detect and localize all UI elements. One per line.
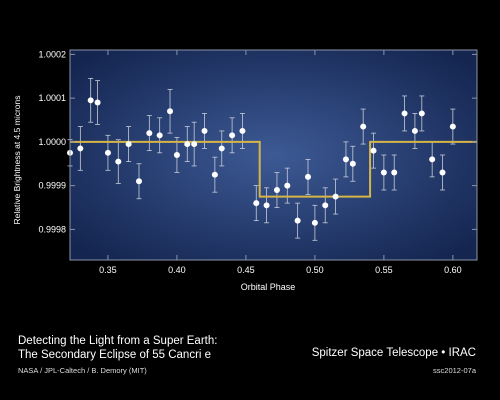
data-point bbox=[253, 200, 260, 207]
data-point bbox=[173, 152, 180, 158]
data-point bbox=[342, 156, 349, 163]
x-axis-label: Orbital Phase bbox=[241, 282, 296, 292]
data-point bbox=[104, 149, 111, 156]
data-point bbox=[284, 182, 291, 189]
data-point bbox=[94, 99, 101, 106]
data-point bbox=[418, 110, 425, 117]
data-point bbox=[411, 127, 418, 134]
data-point bbox=[146, 130, 153, 137]
data-point bbox=[401, 110, 408, 117]
data-point bbox=[156, 132, 163, 139]
data-point bbox=[229, 132, 236, 139]
data-point bbox=[167, 108, 174, 115]
data-point bbox=[218, 145, 225, 152]
caption-credit: NASA / JPL-Caltech / B. Demory (MIT) bbox=[18, 366, 147, 375]
y-tick-label: 1.0001 bbox=[38, 93, 66, 103]
data-point bbox=[449, 123, 456, 130]
x-tick-label: 0.50 bbox=[306, 265, 324, 275]
caption-title-line1: Detecting the Light from a Super Earth: bbox=[18, 335, 218, 347]
data-point bbox=[184, 141, 191, 148]
data-point bbox=[263, 202, 270, 209]
caption-image-code: ssc2012-07a bbox=[433, 366, 476, 375]
model-line bbox=[70, 140, 477, 198]
y-tick-label: 0.9998 bbox=[38, 224, 66, 234]
data-point bbox=[380, 169, 387, 176]
plot-frame bbox=[69, 49, 478, 261]
plot-area bbox=[70, 50, 477, 260]
y-tick-label: 1.0002 bbox=[38, 49, 66, 59]
data-point bbox=[439, 169, 446, 176]
x-tick-label: 0.40 bbox=[168, 265, 186, 275]
data-point bbox=[304, 173, 311, 180]
data-point bbox=[211, 171, 218, 178]
data-point bbox=[294, 217, 301, 224]
data-point bbox=[191, 141, 198, 148]
data-point bbox=[273, 187, 280, 193]
data-point bbox=[77, 145, 84, 152]
data-point bbox=[349, 160, 356, 167]
data-point bbox=[201, 127, 208, 134]
x-tick-label: 0.35 bbox=[99, 265, 117, 275]
eclipse-chart: 0.35 0.40 0.45 0.50 0.55 0.60 0.9998 0.9999 1.0… bbox=[12, 49, 478, 292]
data-point bbox=[360, 123, 367, 130]
data-point bbox=[125, 141, 132, 148]
data-point bbox=[311, 219, 318, 226]
caption-title-line2: The Secondary Eclipse of 55 Cancri e bbox=[18, 349, 212, 361]
data-point bbox=[370, 147, 377, 154]
data-point bbox=[135, 178, 142, 185]
x-tick-label: 0.60 bbox=[444, 265, 462, 275]
data-points bbox=[67, 97, 456, 226]
caption-telescope: Spitzer Space Telescope • IRAC bbox=[311, 347, 476, 359]
data-point bbox=[115, 158, 122, 165]
y-axis-label: Relative Brightness at 4.5 microns bbox=[12, 96, 22, 225]
data-point bbox=[332, 193, 339, 200]
x-axis-ticks: 0.35 0.40 0.45 0.50 0.55 0.60 bbox=[99, 50, 462, 275]
data-point bbox=[239, 127, 246, 134]
data-point bbox=[87, 97, 94, 104]
data-point bbox=[391, 169, 398, 176]
data-point bbox=[429, 156, 436, 163]
y-axis-ticks: 0.9998 0.9999 1.0000 1.0001 1.0002 bbox=[38, 49, 477, 234]
x-tick-label: 0.45 bbox=[237, 265, 255, 275]
data-point bbox=[322, 202, 329, 209]
x-tick-label: 0.55 bbox=[375, 265, 393, 275]
y-tick-label: 1.0000 bbox=[38, 137, 66, 147]
y-tick-label: 0.9999 bbox=[38, 181, 66, 191]
